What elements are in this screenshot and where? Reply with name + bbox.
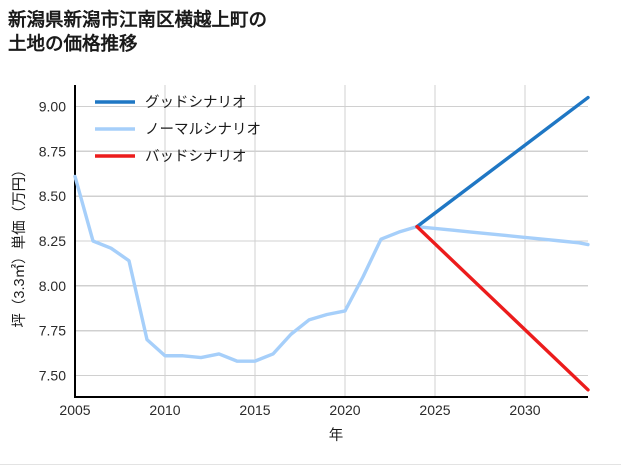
x-tick-label: 2030: [509, 402, 540, 418]
y-tick-label: 8.50: [39, 188, 66, 204]
x-tick-label: 2020: [329, 402, 360, 418]
x-tick-label: 2005: [59, 402, 90, 418]
legend-label-good: グッドシナリオ: [145, 94, 247, 111]
x-axis-title: 年: [329, 427, 344, 444]
y-tick-label: 8.75: [39, 143, 66, 159]
series-line: [415, 95, 590, 229]
legend-label-normal: ノーマルシナリオ: [145, 122, 261, 138]
x-tick-label: 2025: [419, 402, 450, 418]
y-tick-label: 7.50: [39, 367, 66, 383]
series-line: [415, 224, 590, 392]
x-tick-label: 2010: [149, 402, 180, 418]
x-axis-tick-labels: 2005 2010 2015 2020 2025 2030: [59, 402, 540, 418]
y-tick-label: 8.00: [39, 278, 66, 294]
y-axis-title: 坪（3.3㎡）単価（万円）: [11, 162, 28, 327]
y-axis-tick-labels: 7.50 7.75 8.00 8.25 8.50 8.75 9.00: [39, 99, 66, 384]
legend-label-bad: バッドシナリオ: [145, 149, 247, 165]
x-tick-label: 2015: [239, 402, 270, 418]
y-tick-label: 9.00: [39, 99, 66, 115]
axis-spines: [73, 85, 588, 399]
page-title: 新潟県新潟市江南区横越上町の 土地の価格推移: [8, 9, 268, 55]
series-lines: [73, 95, 590, 392]
series-line: [73, 174, 590, 363]
y-tick-label: 7.75: [39, 323, 66, 339]
y-tick-label: 8.25: [39, 233, 66, 249]
